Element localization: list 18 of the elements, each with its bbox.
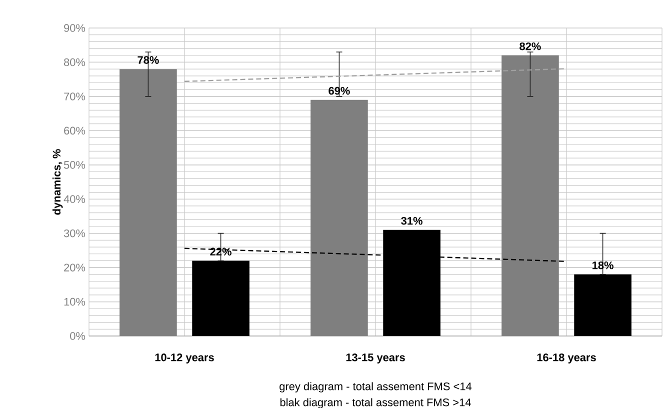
y-tick-label: 50% — [64, 161, 86, 169]
y-tick-label: 20% — [64, 264, 86, 272]
y-tick-label: 80% — [64, 58, 86, 66]
y-tick-label: 30% — [64, 229, 86, 238]
x-tick-label: 13-15 years — [346, 354, 405, 364]
y-tick-label: 0% — [70, 332, 86, 340]
y-tick-label: 70% — [64, 92, 86, 100]
text: blak diagram - total assement FMS >14 — [280, 398, 471, 408]
data-label: 82% — [520, 42, 541, 50]
data-label: 31% — [401, 216, 422, 225]
x-tick-label: 10-12 years — [155, 354, 214, 364]
y-axis-title: dynamics, % — [52, 149, 63, 215]
y-tick-label: 60% — [64, 126, 86, 135]
y-tick-label: 90% — [64, 24, 86, 32]
text: grey diagram - total assement FMS <14 — [280, 382, 472, 392]
x-tick-label: 16-18 years — [537, 354, 596, 364]
y-tick-label: 40% — [64, 195, 86, 203]
y-tick-label: 10% — [64, 298, 86, 306]
